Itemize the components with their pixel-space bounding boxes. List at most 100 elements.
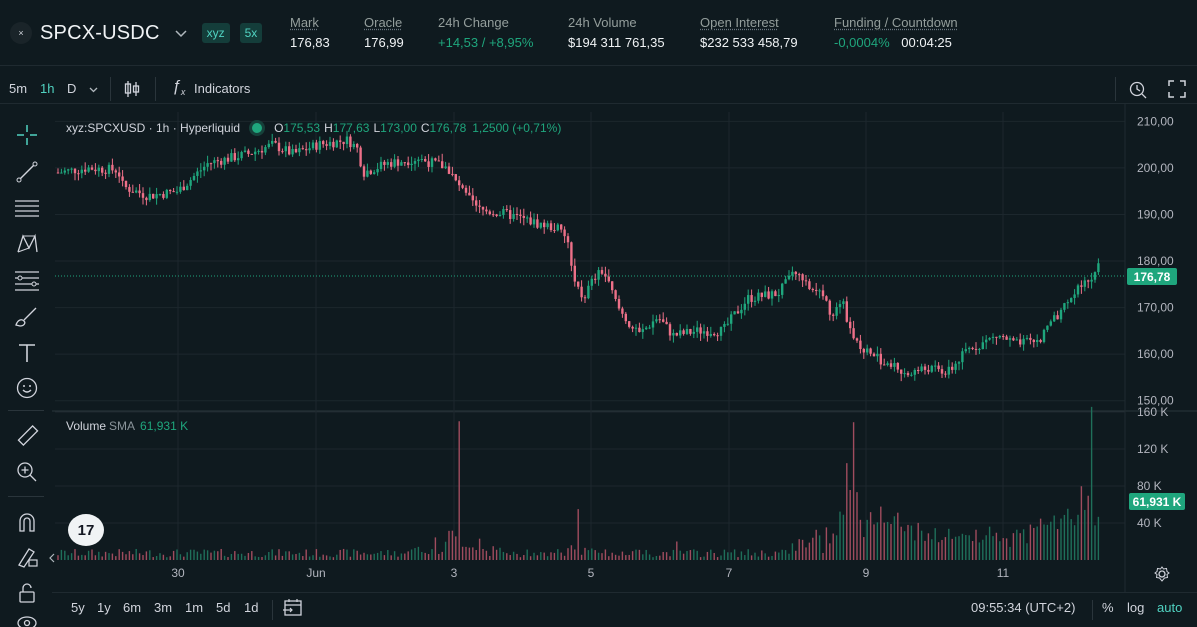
volume-bar (138, 553, 141, 560)
volume-bar (1077, 514, 1079, 560)
candle-body (94, 169, 97, 172)
volume-bar (876, 522, 879, 560)
range-3m[interactable]: 3m (154, 600, 173, 615)
interval-1h[interactable]: 1h (40, 81, 55, 96)
volume-bar (349, 556, 352, 560)
range-1m[interactable]: 1m (185, 600, 204, 615)
candlestick-type-icon[interactable] (123, 80, 141, 98)
candle-body (349, 136, 352, 148)
candle-body (294, 148, 298, 153)
volume-bar (740, 551, 743, 560)
chevron-down-icon[interactable] (174, 26, 188, 40)
pair-name[interactable]: SPCX-USDC (40, 21, 160, 44)
legend-high-label: H (324, 121, 333, 135)
volume-bar (924, 540, 926, 560)
log-toggle[interactable]: log (1127, 600, 1145, 615)
volume-bar (145, 551, 148, 560)
volume-bar (482, 548, 484, 560)
volume-bar (152, 557, 154, 560)
candle-body (1056, 315, 1059, 320)
eye-icon[interactable] (14, 612, 40, 627)
crosshair-icon[interactable] (14, 122, 40, 148)
range-1y[interactable]: 1y (97, 600, 111, 615)
stat-label[interactable]: Funding / Countdown (834, 15, 958, 30)
stat-label[interactable]: Open Interest (700, 15, 779, 30)
fib-icon[interactable] (14, 267, 40, 293)
price-tick-label: 180,00 (1137, 254, 1174, 268)
interval-5m[interactable]: 5m (9, 81, 28, 96)
candle-body (1046, 325, 1049, 330)
stat-value-row: -0,0004% 00:04:25 (834, 35, 958, 50)
range-6m[interactable]: 6m (123, 600, 142, 615)
unlock-icon[interactable] (14, 580, 40, 606)
ruler-icon[interactable] (14, 423, 40, 449)
trend-line-icon[interactable] (14, 159, 40, 185)
candle-body (1090, 279, 1093, 282)
volume-bar (159, 553, 161, 560)
fullscreen-icon[interactable] (1168, 80, 1186, 98)
tradingview-logo[interactable]: 17 (68, 514, 104, 546)
snapshot-icon[interactable] (1128, 79, 1148, 99)
volume-bar (988, 526, 991, 560)
volume-bar (550, 552, 552, 560)
volume-bar (574, 549, 576, 560)
horizontal-lines-icon[interactable] (14, 195, 40, 221)
clock-time[interactable]: 09:55:34 (UTC+2) (971, 600, 1076, 615)
fx-icon[interactable]: ƒx (172, 78, 186, 98)
zoom-in-icon[interactable] (14, 459, 40, 485)
chevron-left-icon[interactable] (48, 552, 56, 564)
text-icon[interactable] (14, 340, 40, 366)
volume-bar (604, 549, 607, 560)
gear-icon[interactable] (1154, 566, 1170, 582)
candle-body (726, 323, 729, 325)
volume-bar (1016, 529, 1018, 560)
volume-bar (941, 539, 943, 560)
candle-body (359, 147, 362, 167)
magnet-icon[interactable] (14, 509, 40, 535)
stat-mark: Mark 176,83 (290, 15, 330, 50)
volume-bar (478, 538, 481, 560)
volume-bar (900, 526, 902, 560)
coin-icon: × (10, 22, 32, 44)
chevron-down-icon[interactable] (88, 84, 99, 95)
stat-label[interactable]: Oracle (364, 15, 403, 30)
pattern-icon[interactable] (14, 231, 40, 257)
volume-tick-label: 120 K (1137, 442, 1168, 456)
pair-selector[interactable]: × SPCX-USDC xyz 5x (10, 18, 263, 48)
candle-body (63, 170, 66, 173)
auto-toggle[interactable]: auto (1157, 600, 1183, 615)
volume-bar (1005, 538, 1008, 560)
emoji-icon[interactable] (14, 375, 40, 401)
volume-bar (1002, 538, 1004, 560)
candle-body (458, 180, 461, 186)
candle-body (668, 324, 672, 336)
interval-d[interactable]: D (67, 81, 77, 96)
volume-bar (291, 554, 294, 560)
legend-symbol[interactable]: xyz:SPCXUSD · 1h · Hyperliquid (66, 121, 241, 135)
volume-title[interactable]: Volume (66, 419, 107, 433)
candle-body (138, 190, 141, 194)
indicators-button[interactable]: Indicators (194, 81, 251, 96)
range-1d[interactable]: 1d (244, 600, 259, 615)
candle-body (481, 206, 485, 210)
volume-bar (580, 554, 583, 560)
lock-draw-icon[interactable] (14, 544, 40, 570)
volume-bar (1090, 406, 1093, 560)
volume-bar (414, 548, 416, 560)
stat-label[interactable]: Mark (290, 15, 319, 30)
percent-toggle[interactable]: % (1102, 600, 1114, 615)
volume-bar (227, 557, 229, 560)
range-5d[interactable]: 5d (216, 600, 231, 615)
brush-icon[interactable] (14, 304, 40, 330)
volume-bar (546, 556, 549, 560)
volume-bar (720, 555, 722, 560)
candle-body (199, 170, 202, 172)
volume-bar (642, 554, 644, 560)
calendar-range-icon[interactable] (282, 598, 304, 618)
candle-body (403, 162, 406, 164)
range-5y[interactable]: 5y (71, 600, 85, 615)
volume-bar (584, 547, 586, 560)
candle-body (488, 211, 491, 215)
candle-body (560, 224, 563, 230)
